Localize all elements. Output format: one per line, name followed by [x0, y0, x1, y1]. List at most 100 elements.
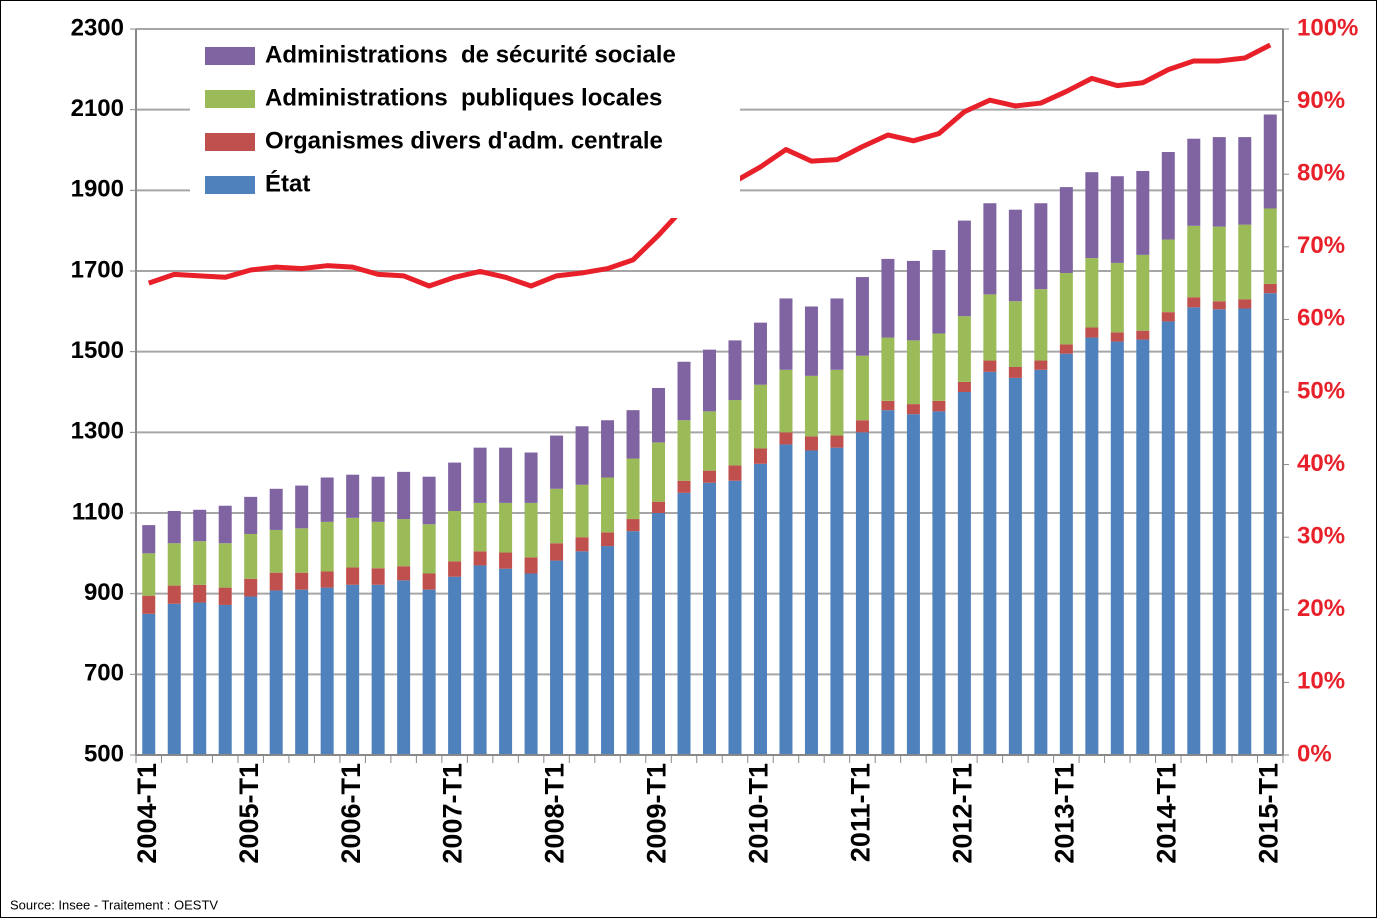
x-tick-label: 2010-T1 [744, 763, 774, 864]
bar-segment [626, 531, 640, 755]
x-tick-label: 2013-T1 [1049, 763, 1079, 864]
bar-segment [295, 572, 309, 590]
bar-segment [550, 560, 564, 755]
bar-segment [804, 306, 818, 376]
bar-segment [652, 513, 666, 755]
bar-segment [448, 561, 462, 577]
x-tick-label: 2008-T1 [540, 763, 570, 864]
bar-segment [244, 496, 258, 534]
bar-segment [906, 340, 920, 405]
bar-segment [1238, 137, 1252, 225]
bar-segment [728, 465, 742, 481]
bar-segment [1238, 308, 1252, 755]
bar-segment [855, 420, 869, 433]
bar-segment [1136, 170, 1150, 255]
bar-segment [295, 528, 309, 573]
bar-segment [346, 567, 360, 585]
x-tick-label: 2006-T1 [336, 763, 366, 864]
bar-segment [1161, 312, 1175, 322]
bar-segment [1161, 239, 1175, 313]
bar-segment [881, 410, 895, 755]
bar-segment [167, 510, 181, 544]
legend-label: Administrations de sécurité sociale [265, 41, 676, 68]
bar-segment [1212, 226, 1226, 302]
bar-segment [652, 387, 666, 443]
bar-segment [244, 533, 258, 579]
bar-segment [652, 442, 666, 502]
y2-tick-label: 70% [1297, 232, 1345, 259]
bar-segment [1085, 172, 1099, 259]
bar-segment [193, 602, 207, 755]
bar-segment [1085, 258, 1099, 328]
bar-segment [346, 517, 360, 568]
bar-segment [524, 573, 538, 755]
bar-segment [550, 435, 564, 489]
x-tick-label: 2015-T1 [1253, 763, 1283, 864]
bar-segment [881, 337, 895, 401]
bar-segment [728, 340, 742, 401]
bar-segment [167, 543, 181, 586]
bar-segment [371, 521, 385, 569]
bar-segment [575, 426, 589, 485]
bar-segment [1059, 353, 1073, 755]
bar-segment [1008, 366, 1022, 378]
bar-segment [142, 595, 156, 614]
source: Source: Insee - Traitement : OESTV [10, 897, 218, 912]
y2-tick-label: 20% [1297, 595, 1345, 622]
bar-segment [1085, 337, 1099, 755]
bar-segment [1110, 176, 1124, 263]
y-tick-label: 1300 [71, 418, 124, 445]
bar-segment [1059, 273, 1073, 345]
bar-segment [932, 250, 946, 334]
bar-segment [244, 578, 258, 597]
bar-segment [1034, 203, 1048, 290]
y-tick-label: 2100 [71, 95, 124, 122]
bar-segment [855, 277, 869, 356]
bar-segment [473, 565, 487, 755]
bar-segment [601, 532, 615, 547]
bar-segment [983, 294, 997, 361]
bar-segment [932, 411, 946, 755]
y2-tick-label: 50% [1297, 377, 1345, 404]
bar-segment [804, 375, 818, 437]
bar-segment [1187, 307, 1201, 755]
bar-segment [167, 603, 181, 755]
y-tick-label: 900 [84, 579, 124, 606]
bar-segment [575, 537, 589, 552]
bar-segment [473, 447, 487, 503]
bar-segment [1034, 360, 1048, 370]
bar-segment [881, 400, 895, 411]
y-tick-label: 1900 [71, 176, 124, 203]
x-tick-label: 2004-T1 [132, 763, 162, 864]
bar-segment [1059, 344, 1073, 354]
bar-segment [1238, 224, 1252, 300]
bar-segment [830, 369, 844, 436]
legend-label: Organismes divers d'adm. centrale [265, 127, 663, 154]
bar-segment [1212, 137, 1226, 227]
bar-segment [1263, 283, 1277, 294]
bar-segment [677, 492, 691, 755]
bar-segment [1136, 339, 1150, 755]
bar-segment [320, 571, 334, 588]
x-tick-label: 2009-T1 [642, 763, 672, 864]
bar-segment [448, 576, 462, 755]
bar-segment [906, 414, 920, 755]
x-tick-label: 2011-T1 [846, 763, 876, 862]
bar-segment [957, 220, 971, 317]
bar-segment [703, 349, 716, 412]
bar-segment [881, 258, 895, 338]
bar-segment [804, 450, 818, 755]
bar-segment [830, 435, 844, 448]
bar-segment [1085, 327, 1099, 338]
bar-segment [601, 477, 615, 533]
bar-segment [499, 447, 513, 503]
y2-tick-label: 40% [1297, 450, 1345, 477]
bar-segment [830, 298, 844, 370]
bar-segment [397, 471, 411, 520]
bar-segment [295, 485, 309, 529]
y2-tick-label: 60% [1297, 305, 1345, 332]
bar-segment [1034, 369, 1048, 755]
bar-segment [269, 590, 283, 755]
bar-segment [371, 568, 385, 585]
bar-segment [855, 432, 869, 755]
